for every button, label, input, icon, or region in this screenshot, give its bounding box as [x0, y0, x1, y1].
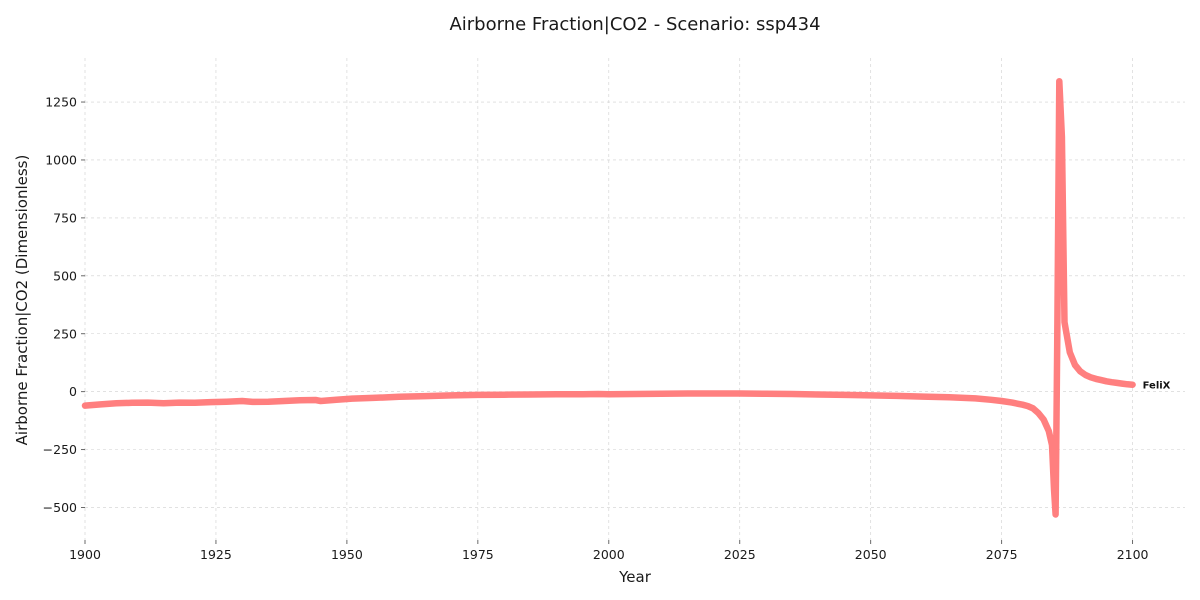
- y-tick-label: −500: [43, 500, 77, 515]
- x-tick-label: 1900: [69, 547, 101, 562]
- y-tick-label: 1250: [45, 95, 77, 110]
- x-axis-label: Year: [618, 568, 652, 586]
- x-tick-label: 1950: [331, 547, 363, 562]
- chart-title: Airborne Fraction|CO2 - Scenario: ssp434: [449, 14, 820, 35]
- y-tick-label: −250: [43, 442, 77, 457]
- series-end-label: FeliX: [1143, 381, 1171, 392]
- x-tick-label: 2075: [986, 547, 1018, 562]
- y-tick-label: 500: [53, 268, 77, 283]
- x-tick-label: 2025: [724, 547, 756, 562]
- y-axis: −500 −250 0 250 500 750 1000 1250: [43, 95, 85, 515]
- x-axis: 1900 1925 1950 1975 2000 2025 2050 2075 2100: [69, 540, 1149, 562]
- grid-lines: [84, 58, 1185, 540]
- y-axis-label: Airborne Fraction|CO2 (Dimensionless): [13, 155, 31, 446]
- y-tick-label: 750: [53, 210, 77, 225]
- y-tick-label: 0: [69, 384, 77, 399]
- y-tick-label: 250: [53, 326, 77, 341]
- y-tick-label: 1000: [45, 152, 77, 167]
- x-tick-label: 2100: [1117, 547, 1149, 562]
- x-tick-label: 1925: [200, 547, 232, 562]
- x-tick-label: 1975: [462, 547, 494, 562]
- x-tick-label: 2000: [593, 547, 625, 562]
- series-layer: FeliX: [81, 77, 1171, 518]
- series-line: [81, 77, 1136, 518]
- x-tick-label: 2050: [855, 547, 887, 562]
